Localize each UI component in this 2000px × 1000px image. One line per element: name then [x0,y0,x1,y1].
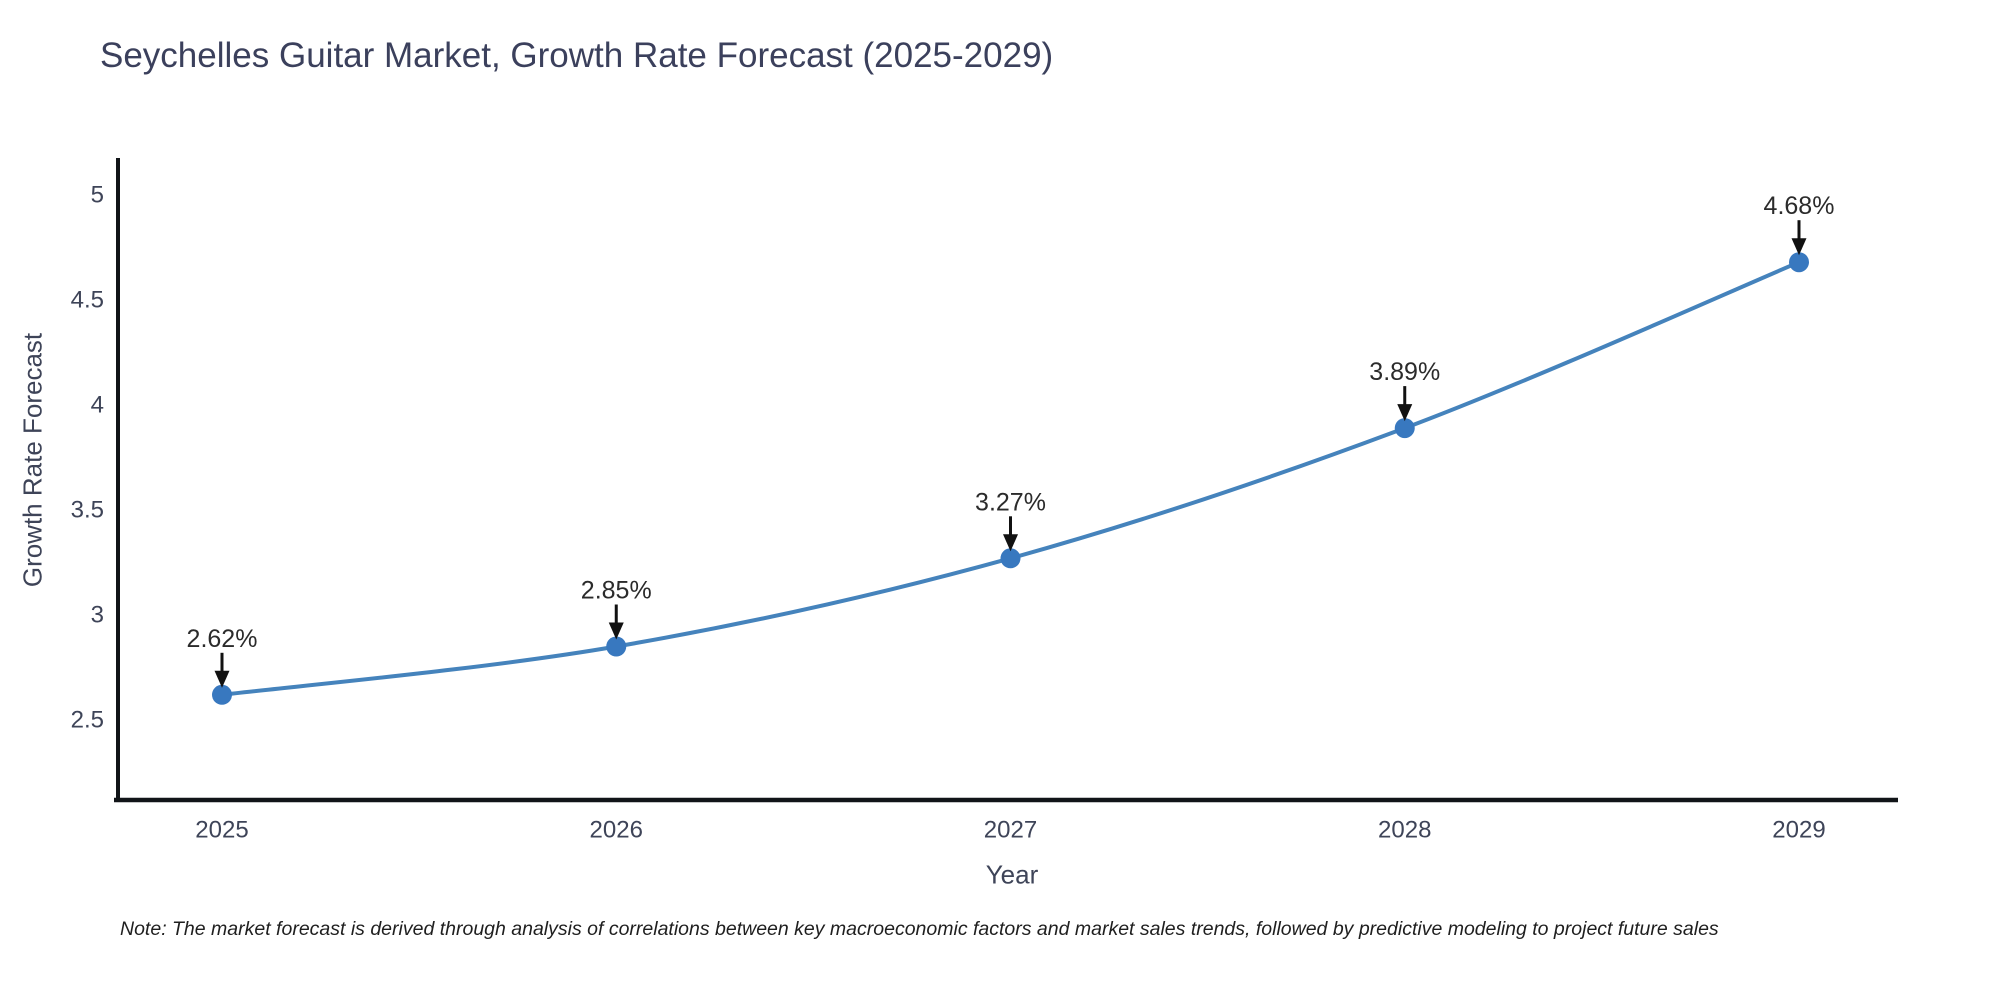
arrow-head-icon [608,622,624,640]
y-axis-title: Growth Rate Forecast [17,332,48,588]
y-tick-label: 5 [91,182,104,209]
data-point-label: 3.89% [1369,358,1440,386]
x-tick-label: 2028 [1378,817,1431,844]
data-point-label: 2.85% [581,577,652,605]
data-point-marker [1000,548,1021,569]
y-tick-label: 4.5 [71,287,104,314]
arrow-head-icon [214,670,230,688]
data-point-marker [606,636,627,657]
data-point-label: 4.68% [1764,192,1835,220]
forecast-line [220,260,1801,697]
x-tick-label: 2025 [195,817,248,844]
data-point-marker [212,684,232,705]
y-tick-label: 4 [91,392,104,419]
chart-title: Seychelles Guitar Market, Growth Rate Fo… [100,36,1054,75]
arrow-head-icon [1791,238,1807,256]
arrow-head-icon [1397,404,1413,422]
data-point-label: 2.62% [187,625,258,653]
y-tick-label: 3.5 [71,497,104,524]
x-axis-title: Year [985,859,1039,890]
y-tick-label: 3 [91,602,104,629]
x-tick-label: 2027 [984,817,1037,844]
footnote: Note: The market forecast is derived thr… [120,918,1719,940]
y-tick-label: 2.5 [71,707,104,734]
arrow-head-icon [1003,534,1018,552]
data-point-marker [1789,252,1809,273]
data-point-label: 3.27% [975,488,1046,516]
x-tick-label: 2029 [1772,817,1825,844]
data-point-marker [1394,418,1415,439]
x-tick-label: 2026 [590,817,643,844]
